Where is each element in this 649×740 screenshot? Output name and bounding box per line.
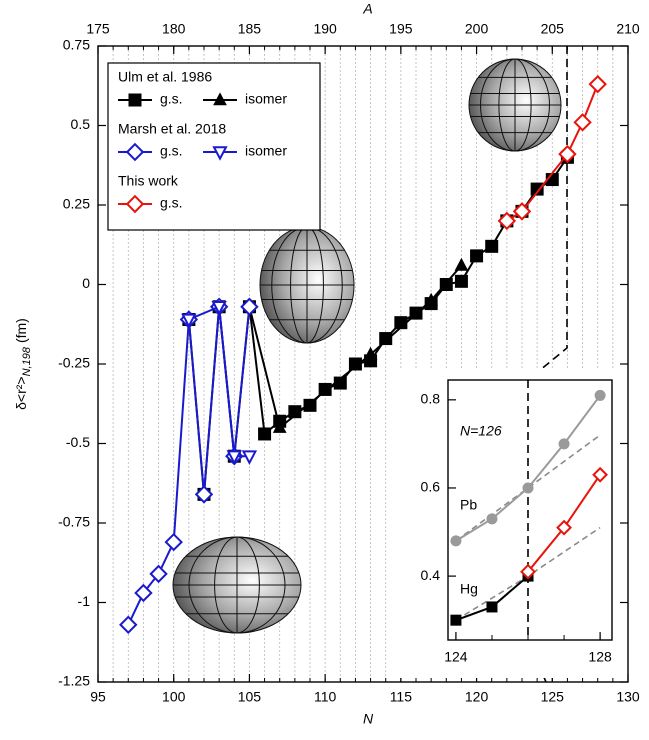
marker <box>485 239 499 253</box>
marker <box>592 466 609 483</box>
marker <box>530 182 544 196</box>
marker <box>520 563 536 580</box>
y-tick-label: -0.25 <box>58 355 90 371</box>
marker <box>348 357 362 371</box>
marker <box>211 300 227 316</box>
series-label: Hg <box>460 581 478 597</box>
marker <box>241 450 258 465</box>
legend-label: g.s. <box>160 143 183 159</box>
top-tick-label: 205 <box>541 21 565 37</box>
inset-plot: 124 128 0.4 0.6 0.8 Pb Hg N=126 <box>392 368 620 678</box>
marker <box>240 297 259 316</box>
x-tick-label: 124 <box>444 649 468 665</box>
legend-group-title: Ulm et al. 1986 <box>118 69 212 85</box>
legend-label: g.s. <box>160 195 183 211</box>
y-tick-label: 0.25 <box>63 196 90 212</box>
marker <box>226 450 242 465</box>
y-axis-title: δ<r²>N,198(fm) <box>13 318 33 410</box>
x-axis-title: N <box>363 711 374 727</box>
x-tick-label: 115 <box>390 689 413 705</box>
legend-label: g.s. <box>160 91 183 107</box>
legend-group-title: This work <box>118 173 179 189</box>
y-tick-label: -0.75 <box>58 514 90 530</box>
top-tick-label: 195 <box>389 21 413 37</box>
marker <box>558 144 577 164</box>
y-tick-label: 0 <box>82 275 90 291</box>
marker <box>486 601 498 613</box>
marker <box>164 532 183 552</box>
marker <box>573 113 592 132</box>
annotation: N=126 <box>460 423 502 439</box>
marker <box>194 485 214 504</box>
marker <box>149 564 168 584</box>
marker <box>522 482 534 494</box>
marker <box>486 513 498 525</box>
series-line <box>188 305 250 458</box>
marker <box>558 438 570 450</box>
y-tick-label: -1 <box>78 593 91 609</box>
marker <box>424 292 438 306</box>
marker <box>454 274 468 288</box>
marker <box>272 419 287 433</box>
marker <box>181 313 197 329</box>
marker <box>450 614 462 626</box>
marker <box>119 615 138 634</box>
marker <box>379 332 393 346</box>
marker <box>556 519 572 536</box>
x-tick-label: 110 <box>314 689 337 705</box>
top-axis-title: A <box>362 1 372 17</box>
series-label: Pb <box>460 497 477 513</box>
x-tick-label: 128 <box>588 649 612 665</box>
x-tick-label: 130 <box>616 689 640 705</box>
marker <box>212 146 228 161</box>
y-tick-label: 0.4 <box>421 567 441 583</box>
top-tick-label: 200 <box>465 21 489 37</box>
top-tick-label: 180 <box>162 21 186 37</box>
x-tick-label: 100 <box>162 689 186 705</box>
marker <box>454 257 469 271</box>
x-tick-label: 95 <box>90 689 106 705</box>
y-tick-label: 0.8 <box>421 391 441 407</box>
marker <box>134 583 153 603</box>
legend-group-title: Marsh et al. 2018 <box>118 121 226 137</box>
legend: Ulm et al. 1986 g.s. isomer Marsh et al. 20… <box>107 62 321 231</box>
x-tick-label: 105 <box>238 689 262 705</box>
plot-frame <box>97 45 629 683</box>
marker <box>128 93 142 107</box>
marker <box>588 74 607 94</box>
marker <box>125 142 145 162</box>
inset-frame <box>447 379 613 641</box>
y-tick-label: -1.25 <box>58 673 90 689</box>
marker <box>497 211 517 231</box>
marker <box>125 194 145 214</box>
top-tick-label: 210 <box>616 21 640 37</box>
marker <box>363 346 378 360</box>
top-tick-label: 190 <box>313 21 337 37</box>
marker <box>512 202 532 221</box>
top-tick-label: 175 <box>86 21 110 37</box>
y-tick-label: 0.5 <box>71 116 91 132</box>
x-tick-label: 120 <box>465 689 489 705</box>
x-tick-label: 125 <box>541 689 565 705</box>
marker <box>450 535 462 547</box>
top-tick-label: 185 <box>238 21 262 37</box>
y-tick-label: -0.5 <box>66 434 90 450</box>
legend-label: isomer <box>245 143 287 159</box>
marker <box>594 389 606 401</box>
marker <box>213 92 227 106</box>
nuclear-shapes <box>172 58 562 634</box>
marker <box>470 249 484 263</box>
y-tick-label: 0.75 <box>63 37 90 53</box>
legend-label: isomer <box>245 91 287 107</box>
y-tick-label: 0.6 <box>421 479 441 495</box>
marker <box>258 427 272 441</box>
marker <box>303 398 317 412</box>
